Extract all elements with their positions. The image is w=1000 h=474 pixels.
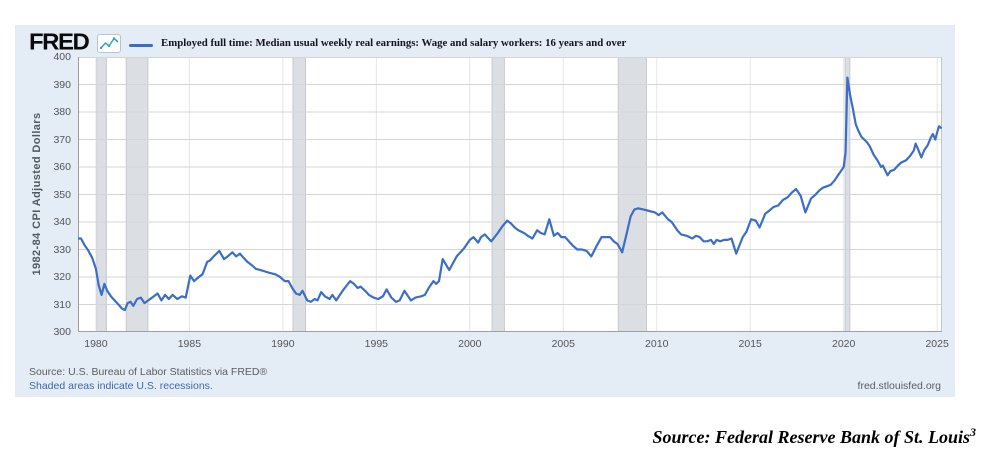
x-tick-label: 2020 (831, 338, 856, 350)
y-tick-label: 360 (53, 161, 71, 173)
x-tick-label: 2010 (645, 338, 669, 350)
x-tick-label: 2005 (551, 338, 575, 350)
fred-chart-card: FRED Employed full time: Median usual we… (15, 25, 955, 397)
x-tick-label: 2025 (925, 338, 949, 350)
x-tick-label: 1980 (84, 338, 108, 350)
fred-site-link[interactable]: fred.stlouisfed.org (857, 380, 941, 392)
y-tick-label: 380 (53, 106, 71, 118)
legend-line-swatch (129, 44, 153, 47)
x-tick-label: 1990 (271, 338, 295, 350)
y-tick-label: 330 (53, 243, 71, 256)
y-tick-label: 320 (53, 271, 71, 283)
y-tick-label: 300 (53, 326, 71, 338)
x-tick-label: 1985 (177, 338, 202, 350)
caption-text: Source: Federal Reserve Bank of St. Loui… (652, 427, 971, 447)
x-tick-label: 1995 (364, 338, 388, 350)
x-tick-label: 2015 (738, 338, 762, 350)
plot-area (78, 57, 942, 332)
x-tick-label: 2000 (458, 338, 482, 350)
line-chart-svg (78, 57, 942, 332)
y-tick-label: 400 (53, 51, 71, 63)
y-tick-label: 390 (53, 78, 71, 91)
y-tick-label: 370 (53, 133, 71, 146)
y-tick-label: 350 (53, 188, 71, 201)
recessions-note-link[interactable]: Shaded areas indicate U.S. recessions. (29, 380, 213, 392)
caption-footnote-number: 3 (970, 425, 976, 439)
y-tick-label: 340 (53, 216, 71, 228)
source-attribution: Source: U.S. Bureau of Labor Statistics … (29, 366, 268, 378)
legend-label: Employed full time: Median usual weekly … (161, 37, 627, 49)
fred-logo[interactable]: FRED (29, 29, 90, 56)
earnings-series-line (78, 76, 942, 312)
fred-sparkline-icon (97, 34, 121, 53)
caption-source: Source: Federal Reserve Bank of St. Loui… (653, 425, 977, 448)
y-tick-label: 310 (53, 298, 71, 311)
